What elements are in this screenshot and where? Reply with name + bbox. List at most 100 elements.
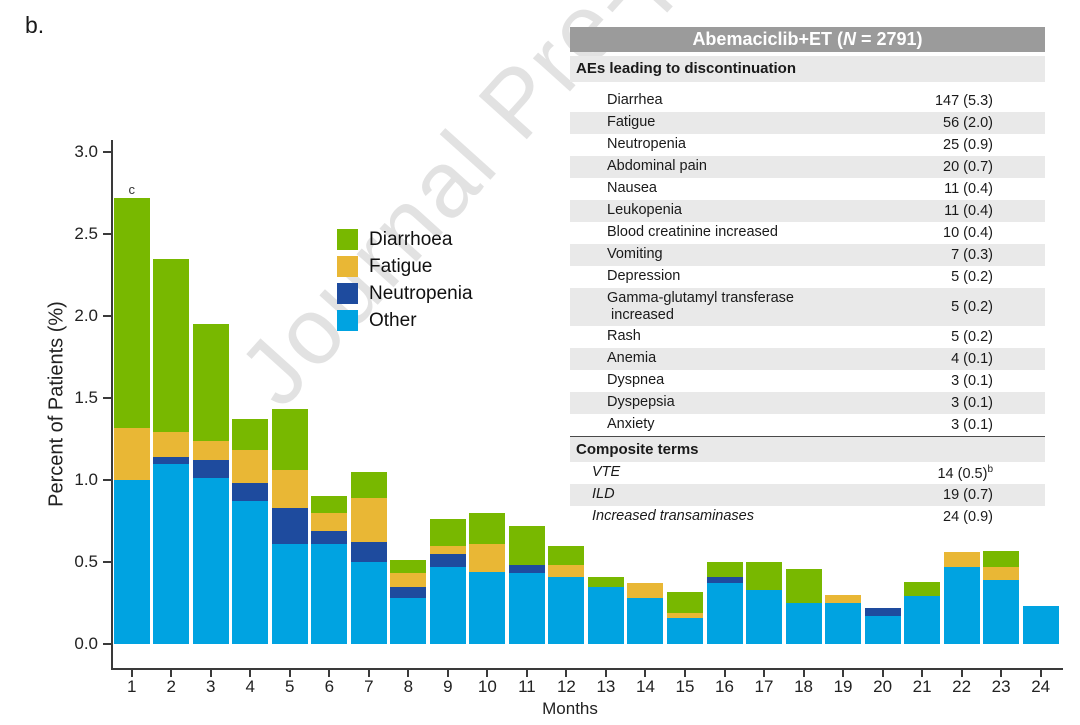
y-tick-2.0 (103, 315, 111, 317)
bar-month-6-neutropenia (311, 530, 348, 544)
y-tick-label-3.0: 3.0 (74, 142, 98, 161)
y-tick-2.5 (103, 233, 111, 235)
bar-month-5-other (271, 543, 308, 644)
table-row-value: 19 (0.7) (943, 487, 993, 503)
bar-month-1-fatigue (113, 427, 150, 480)
bar-month-2-other (153, 463, 190, 644)
bar-month-11-diarrhoea (508, 525, 545, 566)
bar-month-9-other (429, 566, 466, 644)
table-row-label: Nausea (607, 180, 657, 197)
x-tick-23 (1000, 670, 1003, 677)
bar-month-1-other (113, 480, 150, 644)
bar-month-7-other (350, 562, 387, 644)
table-title-n: N (843, 29, 856, 49)
table-row-label: Anxiety (607, 416, 655, 433)
bar-month-4-neutropenia (232, 483, 269, 502)
table-row: Nausea 11 (0.4) (570, 178, 1045, 200)
x-tick-24 (1039, 670, 1042, 677)
table-row-value: 25 (0.9) (943, 137, 993, 153)
table-row-label: ILD (592, 486, 615, 503)
bar-month-23-diarrhoea (983, 550, 1020, 567)
x-tick-label-20: 20 (873, 677, 893, 696)
bar-month-18-diarrhoea (785, 568, 822, 603)
table-row-value: 11 (0.4) (944, 181, 993, 197)
bar-month-16-neutropenia (706, 576, 743, 584)
table-row-label: Increased transaminases (592, 508, 754, 525)
bar-month-3-other (192, 478, 229, 644)
table-row: Neutropenia 25 (0.9) (570, 134, 1045, 156)
y-tick-label-0.0: 0.0 (74, 634, 98, 653)
x-axis-title: Months (542, 699, 598, 718)
x-tick-7 (367, 670, 370, 677)
table-row-label: Vomiting (607, 246, 663, 263)
bar-month-13-diarrhoea (587, 576, 624, 587)
bar-month-5-neutropenia (271, 507, 308, 544)
x-tick-17 (763, 670, 766, 677)
table-title-suffix: = 2791) (856, 29, 923, 49)
bar-month-7-diarrhoea (350, 471, 387, 499)
y-tick-label-0.5: 0.5 (74, 552, 98, 571)
bar-month-9-neutropenia (429, 553, 466, 567)
bar-month-17-diarrhoea (746, 562, 783, 590)
x-tick-9 (446, 670, 449, 677)
bar-month-16-other (706, 583, 743, 644)
bar-month-20-neutropenia (864, 607, 901, 617)
table-row: Fatigue 56 (2.0) (570, 112, 1045, 134)
bar-month-15-fatigue (666, 612, 703, 618)
table-row: VTE 14 (0.5)b (570, 462, 1045, 484)
table-row: Rash 5 (0.2) (570, 326, 1045, 348)
x-tick-3 (209, 670, 212, 677)
legend-label: Other (369, 310, 417, 331)
x-tick-14 (644, 670, 647, 677)
table-body: AEs leading to discontinuation Diarrhea 14… (570, 52, 1045, 528)
figure-panel-label: b. (25, 12, 45, 38)
x-tick-13 (604, 670, 607, 677)
x-tick-label-15: 15 (675, 677, 695, 696)
table-title-prefix: Abemaciclib+ET ( (692, 29, 843, 49)
table-row-value: 5 (0.2) (951, 299, 993, 315)
x-tick-4 (249, 670, 252, 677)
table-row-value: 7 (0.3) (951, 247, 993, 263)
table-row-label: Anemia (607, 350, 657, 367)
table-row-value-superscript: b (987, 464, 993, 476)
x-tick-label-10: 10 (477, 677, 497, 696)
table-gap (570, 82, 1045, 90)
legend-swatch-diarrhoea (337, 229, 358, 250)
table-row-label: Depression (607, 268, 681, 285)
x-tick-label-21: 21 (912, 677, 932, 696)
x-tick-label-13: 13 (596, 677, 616, 696)
bar-month-23-other (983, 580, 1020, 644)
x-tick-label-17: 17 (754, 677, 774, 696)
bar-month-5-diarrhoea (271, 409, 308, 471)
table-row-label: Gamma-glutamyl transferase increased (607, 289, 794, 323)
y-tick-label-1.0: 1.0 (74, 470, 98, 489)
bar-month-15-diarrhoea (666, 591, 703, 613)
bar-month-8-neutropenia (390, 586, 427, 599)
legend-swatch-neutropenia (337, 283, 358, 304)
table-row: Abdominal pain 20 (0.7) (570, 156, 1045, 178)
bar-month-4-diarrhoea (232, 419, 269, 451)
table-row: Dyspepsia 3 (0.1) (570, 392, 1045, 414)
bar-month-11-other (508, 573, 545, 644)
legend-label: Fatigue (369, 256, 433, 277)
x-tick-12 (565, 670, 568, 677)
y-tick-label-2.5: 2.5 (74, 224, 98, 243)
x-tick-label-19: 19 (833, 677, 853, 696)
x-tick-16 (723, 670, 726, 677)
bar-month-3-diarrhoea (192, 324, 229, 441)
y-tick-label-1.5: 1.5 (74, 388, 98, 407)
bar-month-22-other (943, 566, 980, 644)
table-row-value: 3 (0.1) (951, 373, 993, 389)
table-row-label: Blood creatinine increased (607, 224, 778, 241)
x-tick-22 (960, 670, 963, 677)
bar-month-2-neutropenia (153, 457, 190, 464)
bar-month-9-diarrhoea (429, 519, 466, 546)
y-tick-0.0 (103, 643, 111, 645)
table-row-value: 24 (0.9) (943, 509, 993, 525)
table-row: Dyspnea 3 (0.1) (570, 370, 1045, 392)
bar-month-11-neutropenia (508, 565, 545, 574)
x-tick-2 (170, 670, 173, 677)
bar-month-7-fatigue (350, 498, 387, 543)
